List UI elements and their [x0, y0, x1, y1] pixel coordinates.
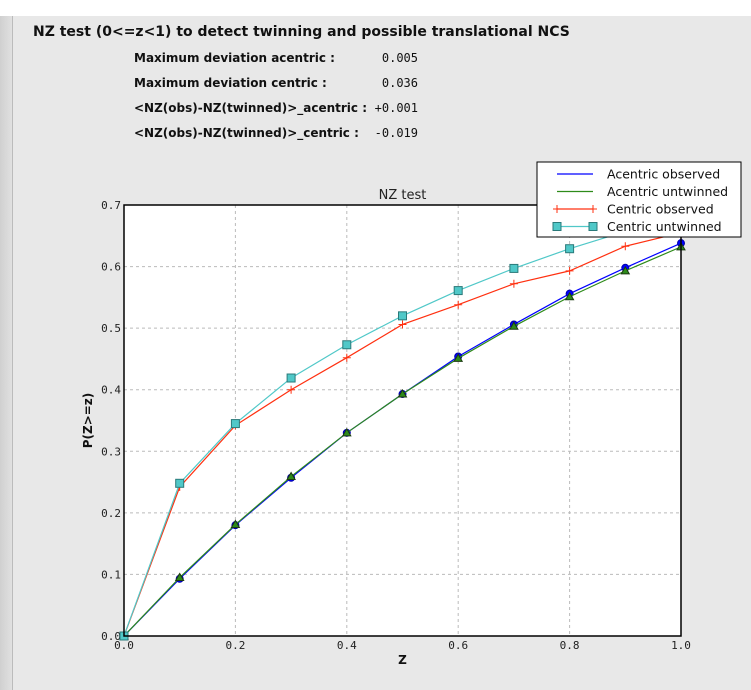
y-tick-label: 0.1 — [101, 568, 121, 581]
legend-marker-centric-observed — [553, 205, 561, 213]
legend-marker-centric-untwinned — [588, 222, 598, 231]
legend-marker-centric-untwinned — [552, 222, 562, 231]
data-point-centric-observed — [287, 385, 296, 394]
x-tick-label: 1.0 — [671, 639, 691, 652]
data-point-centric-untwinned — [565, 244, 575, 254]
data-point-centric-untwinned — [342, 340, 352, 350]
data-point-acentric-untwinned — [620, 265, 631, 275]
data-point-centric-untwinned — [453, 286, 463, 296]
data-point-centric-untwinned — [175, 478, 185, 488]
y-tick-label: 0.6 — [101, 261, 121, 274]
x-tick-label: 0.2 — [225, 639, 245, 652]
x-tick-label: 0.0 — [114, 639, 134, 652]
data-point-acentric-untwinned — [509, 321, 519, 330]
legend-label-centric-observed: Centric observed — [607, 202, 714, 217]
stat-label: Maximum deviation acentric : — [134, 51, 335, 65]
y-tick-label: 0.3 — [101, 445, 121, 458]
y-tick-label: 0.4 — [101, 384, 121, 397]
data-point-centric-observed — [342, 353, 351, 362]
stat-label: <NZ(obs)-NZ(twinned)>_centric : — [134, 126, 359, 140]
stat-value: +0.001 — [374, 101, 418, 115]
y-tick-label: 0.5 — [101, 322, 121, 335]
x-tick-label: 0.6 — [448, 639, 468, 652]
y-tick-label: 0.7 — [101, 199, 121, 212]
chart-title: NZ test — [379, 188, 427, 203]
y-tick-label: 0.0 — [101, 630, 121, 643]
data-point-acentric-untwinned — [397, 389, 408, 398]
data-point-centric-untwinned — [398, 311, 407, 321]
y-tick-label: 0.2 — [101, 507, 121, 520]
x-tick-label: 0.8 — [560, 639, 580, 652]
side-scrollbar — [0, 16, 12, 690]
x-axis-label: Z — [398, 653, 407, 667]
legend-label-acentric-untwinned: Acentric untwinned — [607, 184, 728, 199]
data-point-acentric-untwinned — [286, 471, 296, 481]
data-point-centric-observed — [454, 300, 463, 309]
section-title: NZ test (0<=z<1) to detect twinning and … — [33, 24, 570, 40]
legend-label-acentric-observed: Acentric observed — [607, 167, 720, 182]
legend-marker-centric-observed — [589, 205, 597, 213]
plot-frame — [123, 204, 682, 637]
data-point-centric-untwinned — [286, 373, 296, 383]
data-point-acentric-untwinned — [174, 572, 185, 582]
y-axis-label: P(Z>=z) — [81, 393, 95, 449]
data-point-centric-untwinned — [509, 263, 519, 273]
stat-value: 0.036 — [381, 76, 418, 90]
data-point-acentric-untwinned — [230, 519, 241, 529]
stat-label: <NZ(obs)-NZ(twinned)>_acentric : — [134, 101, 367, 115]
data-point-centric-untwinned — [230, 419, 240, 429]
data-point-centric-observed — [621, 242, 630, 251]
data-point-acentric-untwinned — [341, 427, 352, 437]
data-point-acentric-untwinned — [453, 353, 464, 362]
x-tick-label: 0.4 — [337, 639, 357, 652]
data-point-acentric-untwinned — [564, 291, 575, 301]
legend-label-centric-untwinned: Centric untwinned — [607, 219, 722, 234]
data-point-centric-observed — [509, 279, 518, 288]
data-point-centric-observed — [398, 320, 407, 329]
stat-label: Maximum deviation centric : — [134, 76, 327, 90]
stat-value: -0.019 — [374, 126, 418, 140]
data-point-centric-observed — [565, 266, 574, 275]
stat-value: 0.005 — [381, 51, 418, 65]
plot-area — [124, 205, 681, 636]
